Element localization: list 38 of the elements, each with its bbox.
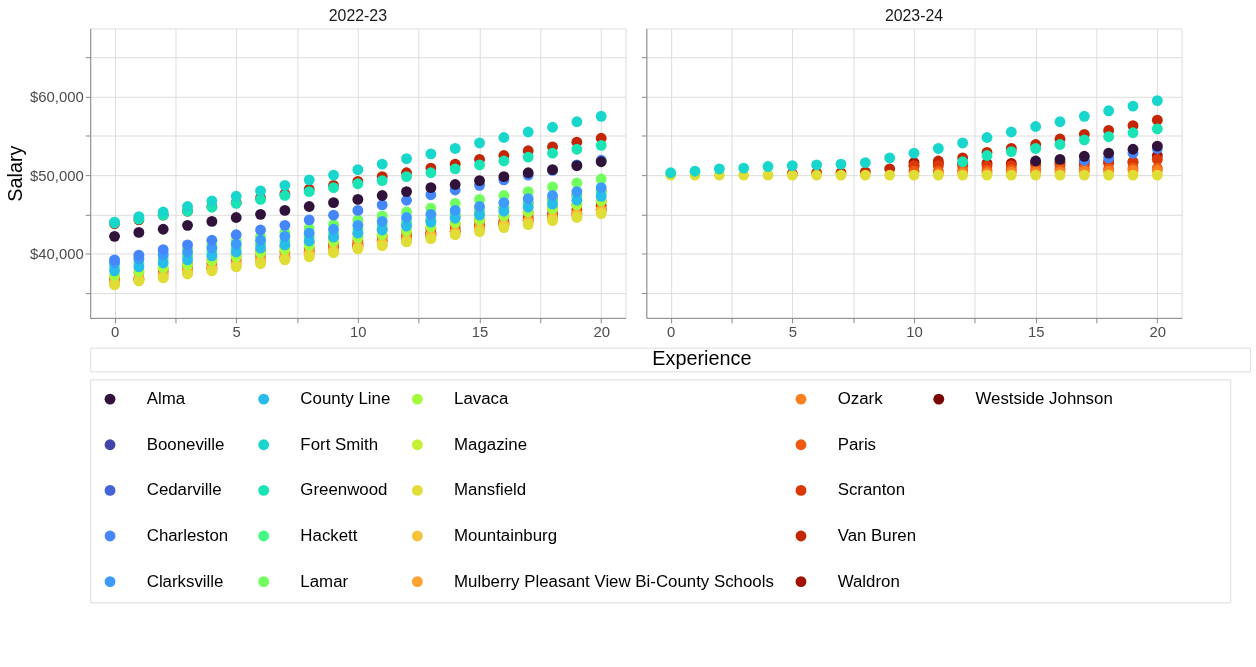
x-tick-label: 10 (906, 324, 923, 341)
x-tick-label: 5 (788, 324, 797, 341)
legend-label: Mulberry Pleasant View Bi-County Schools (454, 571, 774, 591)
legend-label: Ozark (837, 389, 884, 409)
x-axis-title: Experience (652, 347, 752, 370)
x-tick-label: 0 (110, 324, 120, 341)
legend-label: Mansfield (454, 480, 527, 500)
legend-label: Lamar (300, 571, 349, 591)
legend-label: Hackett (300, 525, 358, 545)
y-tick-label: $40,000 (30, 246, 84, 263)
legend-label: Scranton (837, 480, 906, 500)
y-axis-title: Salary (4, 145, 27, 202)
x-tick-label: 5 (232, 324, 241, 341)
legend-label: Waldron (837, 571, 900, 591)
chart-title: 2022-23 (328, 7, 388, 25)
legend-label: Charleston (146, 525, 229, 545)
chart-title: 2023-24 (884, 7, 944, 25)
x-tick-label: 15 (471, 324, 489, 341)
x-tick-label: 15 (1027, 324, 1045, 341)
y-tick-label: $60,000 (30, 89, 84, 106)
x-tick-label: 0 (667, 324, 676, 341)
x-tick-label: 20 (1149, 324, 1167, 341)
legend-label: Alma (146, 389, 186, 409)
legend-label: Greenwood (300, 480, 388, 500)
x-tick-label: 20 (593, 324, 610, 341)
legend-label: Magazine (454, 434, 528, 454)
legend-label: Paris (837, 434, 877, 454)
legend-label: Clarksville (146, 571, 224, 591)
legend-label: Cedarville (146, 480, 222, 500)
y-tick-label: $50,000 (30, 167, 84, 184)
legend-label: Van Buren (837, 525, 917, 545)
legend-label: Mountainburg (454, 525, 558, 545)
legend-label: Westside Johnson (975, 389, 1113, 409)
x-tick-label: 10 (350, 324, 367, 341)
legend-label: Booneville (146, 434, 225, 454)
legend-label: Lavaca (454, 389, 509, 409)
legend-label: Fort Smith (300, 434, 379, 454)
legend-label: County Line (300, 389, 391, 409)
